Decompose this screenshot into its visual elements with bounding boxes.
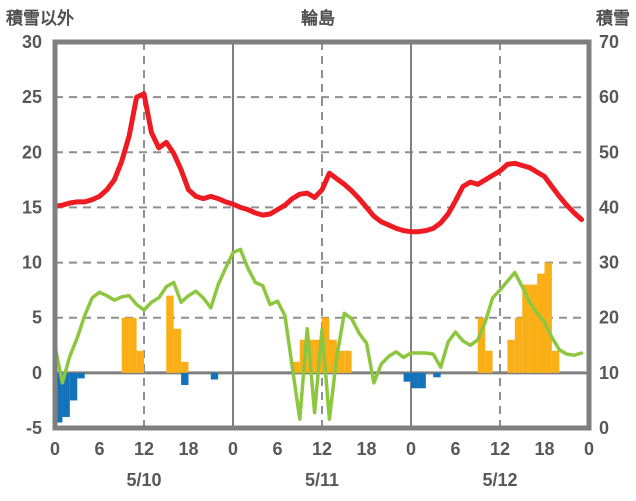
yellow-bars [507,339,515,373]
right-axis-tick-label: 0 [599,418,609,438]
station-title: 輪島 [301,9,335,28]
left-axis-tick-label: 30 [22,32,42,52]
left-axis-title: 積雪以外 [6,9,74,28]
date-label: 5/11 [305,470,339,490]
yellow-bars [292,361,300,373]
blue-bars [181,372,189,385]
left-axis-tick-label: 5 [32,308,42,328]
yellow-bars [121,317,130,373]
hour-tick-label: 18 [356,439,376,459]
yellow-bars [329,339,337,373]
blue-bars [403,372,411,382]
right-axis-tick-label: 60 [599,87,619,107]
yellow-bars [477,317,486,373]
left-axis-tick-label: 0 [32,363,42,383]
yellow-bars [522,284,530,373]
hour-tick-label: 0 [228,439,238,459]
right-axis-tick-label: 20 [599,308,619,328]
date-label: 5/10 [126,470,161,490]
yellow-bars [551,350,560,373]
right-axis-title: 積雪 [596,9,630,28]
blue-bars [433,372,441,378]
left-axis-tick-label: 10 [22,253,42,273]
right-axis-tick-label: 10 [599,363,619,383]
hour-tick-label: 6 [450,439,460,459]
blue-bars [418,372,426,389]
hour-tick-label: 18 [534,439,554,459]
yellow-bars [529,284,538,373]
yellow-bars [322,317,330,373]
plot-frame [52,39,592,431]
yellow-bars [485,350,493,373]
yellow-bars [336,350,345,373]
yellow-bars [514,317,523,373]
date-label: 5/12 [482,470,517,490]
hour-tick-label: 12 [312,439,332,459]
hour-tick-label: 6 [272,439,282,459]
blue-bars [55,372,63,423]
blue-bars [210,372,219,380]
left-axis-tick-label: 25 [22,87,42,107]
left-axis-tick-label: 15 [22,197,42,217]
hour-tick-label: 18 [178,439,198,459]
yellow-bars [166,295,174,373]
right-axis-tick-label: 50 [599,142,619,162]
hour-tick-label: 0 [50,439,60,459]
hour-tick-label: 12 [134,439,154,459]
yellow-bars [181,361,189,373]
yellow-bars [136,350,144,373]
blue-bars [411,372,419,389]
green-line [53,247,584,421]
blue-bars [77,372,85,379]
yellow-bars [173,328,182,373]
yellow-bars [129,317,137,373]
left-axis-tick-label: 20 [22,142,42,162]
right-axis-tick-label: 30 [599,253,619,273]
blue-bars [62,372,70,417]
right-axis-tick-label: 40 [599,197,619,217]
red-line [52,91,585,235]
yellow-bars [537,273,545,373]
blue-bars [69,372,78,401]
hour-tick-label: 0 [584,439,594,459]
yellow-bars [544,262,552,373]
yellow-bars [344,350,352,373]
hour-tick-label: 12 [490,439,510,459]
hour-tick-label: 6 [94,439,104,459]
hour-tick-label: 0 [406,439,416,459]
right-axis-tick-label: 70 [599,32,619,52]
left-axis-tick-label: -5 [26,418,42,438]
